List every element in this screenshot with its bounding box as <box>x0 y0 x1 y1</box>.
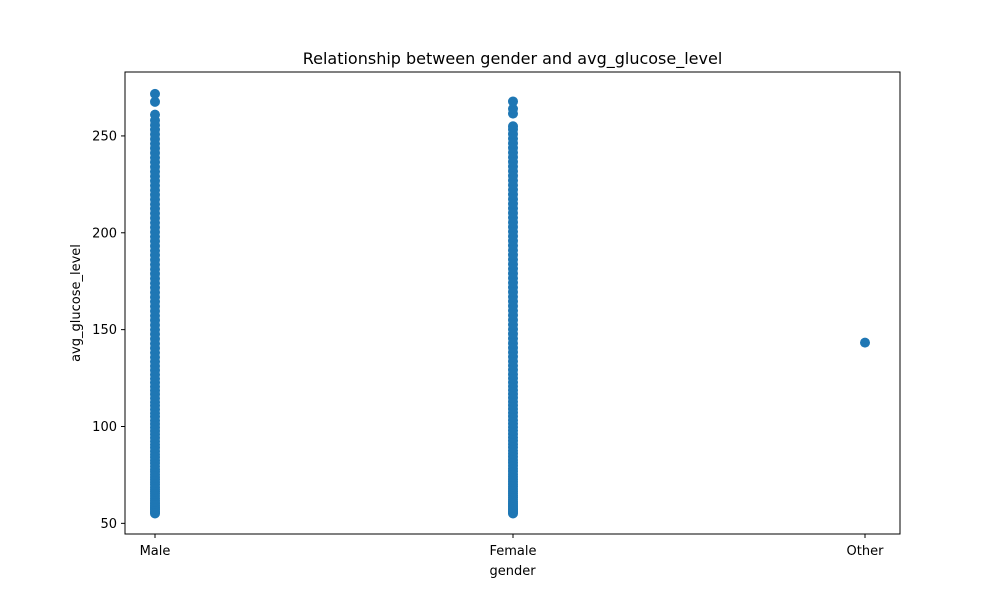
data-point <box>508 96 518 107</box>
y-tick-label: 250 <box>92 129 117 144</box>
x-tick-label: Male <box>140 544 171 559</box>
data-point <box>860 337 870 348</box>
data-point <box>150 96 160 107</box>
points-layer <box>150 88 870 519</box>
series-male <box>150 88 160 519</box>
data-point <box>150 88 160 99</box>
x-axis-label: gender <box>489 564 536 579</box>
x-axis: Male Female Other <box>140 534 885 559</box>
x-tick-label: Other <box>847 544 885 559</box>
y-axis-label: avg_glucose_level <box>69 244 84 362</box>
y-tick-label: 200 <box>92 226 117 241</box>
series-other <box>860 337 870 348</box>
y-tick-label: 50 <box>100 517 117 532</box>
data-point <box>150 109 160 120</box>
y-tick-label: 150 <box>92 323 117 338</box>
chart-title: Relationship between gender and avg_gluc… <box>303 49 723 69</box>
series-female <box>508 96 518 519</box>
y-axis: 50 100 150 200 250 <box>92 129 125 532</box>
y-tick-label: 100 <box>92 420 117 435</box>
data-point <box>508 103 518 114</box>
x-tick-label: Female <box>489 544 536 559</box>
data-point <box>508 121 518 132</box>
